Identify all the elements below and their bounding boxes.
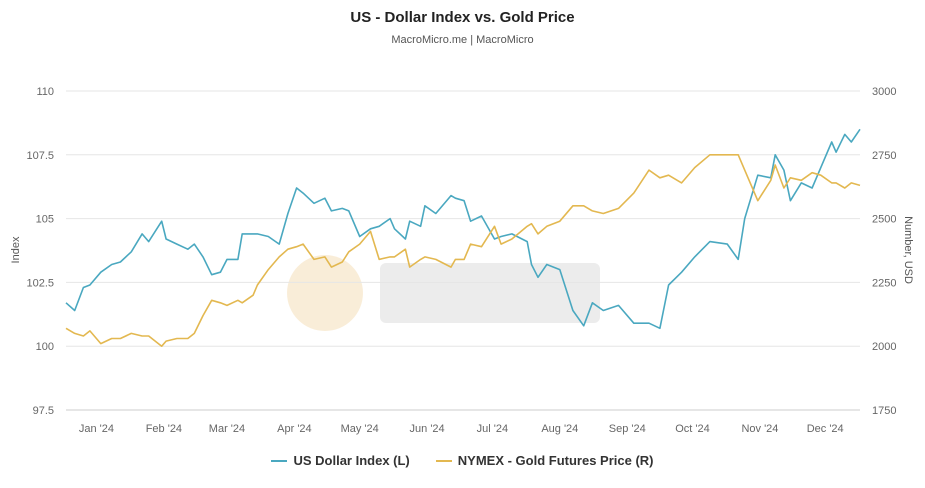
legend-item-gold[interactable]: NYMEX - Gold Futures Price (R): [435, 453, 654, 468]
legend-label-gold: NYMEX - Gold Futures Price (R): [457, 453, 654, 468]
left-tick-label: 105: [36, 214, 54, 226]
right-axis: 1750 2000 2250 2500 2750 3000: [872, 86, 896, 417]
legend-swatch-dxy: [271, 459, 288, 462]
left-tick-label: 107.5: [26, 150, 54, 162]
x-tick-label: May '24: [341, 423, 379, 435]
legend-item-dxy[interactable]: US Dollar Index (L): [271, 453, 410, 468]
x-tick-label: Jun '24: [410, 423, 445, 435]
x-tick-label: Feb '24: [146, 423, 182, 435]
right-tick-label: 2250: [872, 277, 896, 289]
x-tick-label: Jan '24: [79, 423, 114, 435]
x-tick-label: Dec '24: [807, 423, 844, 435]
x-tick-label: Sep '24: [609, 423, 646, 435]
x-tick-label: Mar '24: [209, 423, 245, 435]
left-tick-label: 102.5: [26, 277, 54, 289]
chart-title: US - Dollar Index vs. Gold Price: [350, 9, 575, 26]
x-tick-label: Nov '24: [741, 423, 778, 435]
left-tick-label: 97.5: [33, 405, 54, 417]
series-line-dxy: [65, 128, 861, 330]
right-tick-label: 3000: [872, 86, 896, 98]
legend: US Dollar Index (L) NYMEX - Gold Futures…: [0, 453, 925, 468]
x-tick-label: Aug '24: [541, 423, 578, 435]
x-tick-label: Jul '24: [477, 423, 508, 435]
legend-label-dxy: US Dollar Index (L): [293, 453, 410, 468]
legend-swatch-gold: [435, 459, 452, 462]
grid-layer: [66, 90, 860, 411]
chart-subtitle: MacroMicro.me | MacroMicro: [391, 34, 534, 46]
right-tick-label: 2500: [872, 214, 896, 226]
right-tick-label: 1750: [872, 405, 896, 417]
y-axis-left-label: Index: [10, 236, 22, 263]
left-tick-label: 100: [36, 341, 54, 353]
x-tick-label: Oct '24: [675, 423, 710, 435]
left-axis: 97.5 100 102.5 105 107.5 110: [26, 86, 54, 417]
x-axis: Jan '24 Feb '24 Mar '24 Apr '24 May '24 Jun '…: [66, 409, 860, 435]
right-tick-label: 2000: [872, 341, 896, 353]
x-tick-label: Apr '24: [277, 423, 312, 435]
left-tick-label: 110: [36, 86, 54, 98]
y-axis-right-label: Number, USD: [902, 216, 914, 284]
series-layer: [65, 128, 861, 347]
series-line-gold: [65, 154, 861, 347]
right-tick-label: 2750: [872, 150, 896, 162]
